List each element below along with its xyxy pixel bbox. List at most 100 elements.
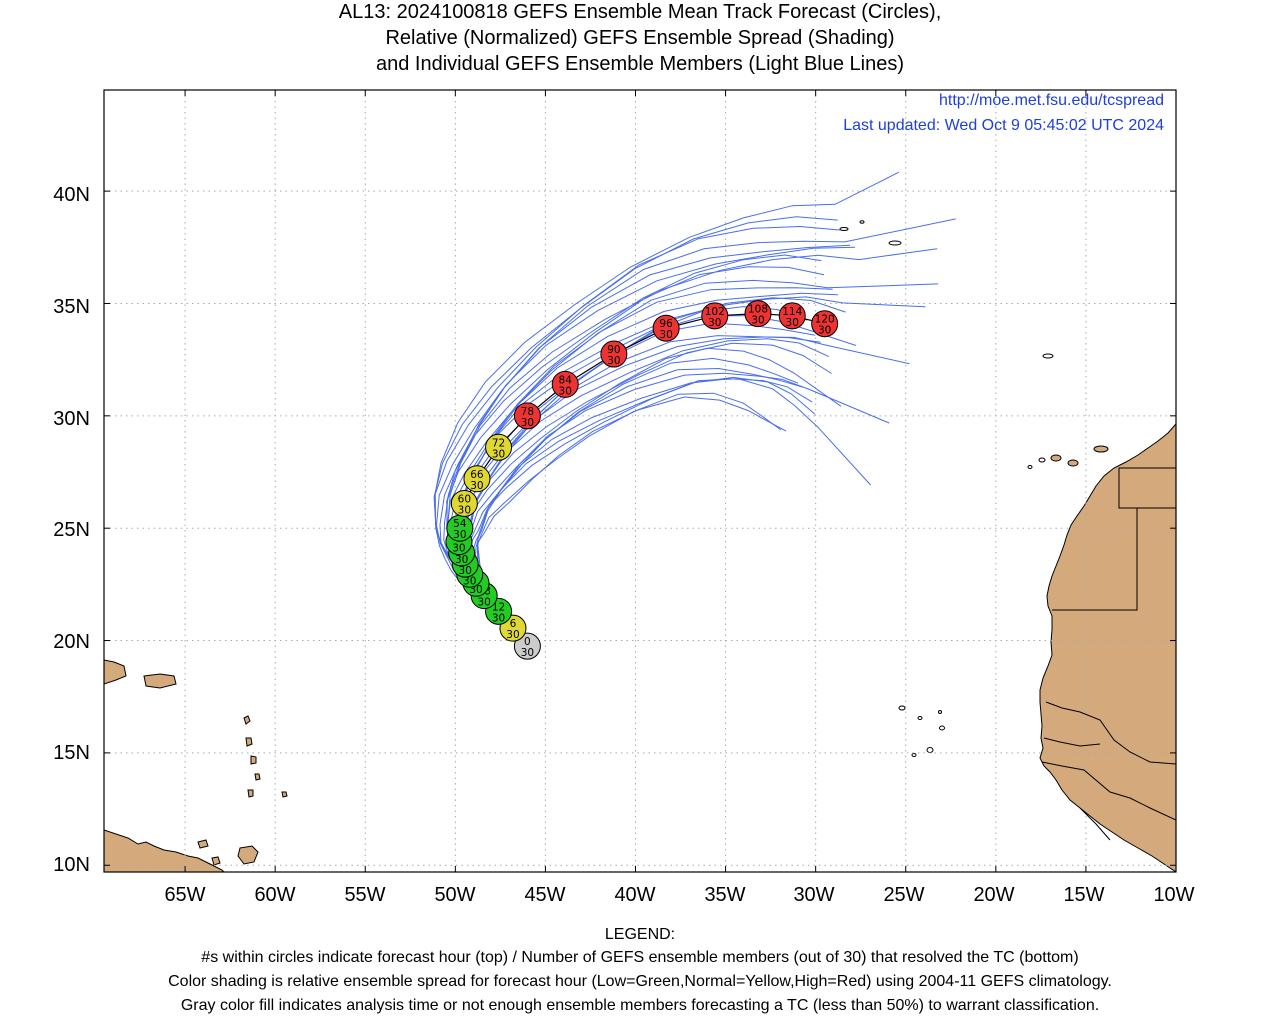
track-circle bbox=[701, 302, 729, 330]
ensemble-member-track bbox=[468, 347, 842, 646]
land-hispaniola bbox=[104, 659, 127, 685]
track-circle bbox=[600, 340, 628, 368]
madeira-island bbox=[1042, 353, 1054, 359]
mean-track-circles: 0306301230183024303030363042304830543060… bbox=[445, 300, 839, 660]
land-island-7 bbox=[281, 791, 288, 798]
cape-verde-4 bbox=[926, 747, 934, 753]
track-circle bbox=[744, 300, 772, 328]
member-count-label: 30 bbox=[458, 504, 471, 516]
forecast-hour-label: 84 bbox=[559, 374, 573, 386]
lon-label-60w: 60W bbox=[254, 884, 296, 906]
member-count-label: 30 bbox=[659, 329, 672, 341]
azores-island-3 bbox=[859, 220, 865, 224]
grid-lines bbox=[104, 90, 1176, 872]
member-count-label: 30 bbox=[521, 417, 534, 429]
land-island-8 bbox=[197, 839, 209, 849]
canary-island-3 bbox=[1038, 457, 1046, 463]
source-link[interactable]: http://moe.met.fsu.edu/tcspread bbox=[938, 92, 1164, 109]
lon-label-30w: 30W bbox=[793, 884, 835, 906]
cape-verde-1 bbox=[898, 705, 906, 711]
forecast-hour-label: 108 bbox=[748, 304, 768, 316]
lon-label-15w: 15W bbox=[1063, 884, 1105, 906]
ensemble-member-track bbox=[468, 342, 832, 646]
ensemble-member-track bbox=[466, 338, 830, 646]
track-circle bbox=[513, 632, 541, 660]
member-count-label: 30 bbox=[818, 325, 831, 337]
legend-line-1: #s within circles indicate forecast hour… bbox=[201, 949, 1079, 966]
cape-verde-2 bbox=[917, 716, 923, 720]
ensemble-member-track bbox=[451, 292, 838, 648]
forecast-hour-label: 114 bbox=[782, 306, 802, 318]
map-title-line-2: Relative (Normalized) GEFS Ensemble Spre… bbox=[385, 27, 895, 49]
land-island-4 bbox=[254, 773, 261, 781]
land-island-6 bbox=[211, 856, 221, 866]
ensemble-member-track bbox=[449, 287, 833, 648]
lon-label-35w: 35W bbox=[704, 884, 746, 906]
member-count-label: 30 bbox=[708, 317, 721, 329]
member-count-label: 30 bbox=[470, 480, 483, 492]
border-gambia bbox=[1043, 737, 1101, 747]
track-circle bbox=[450, 489, 478, 517]
lat-label-35n: 35N bbox=[53, 296, 90, 318]
member-count-label: 30 bbox=[452, 543, 465, 555]
track-circle bbox=[778, 302, 806, 330]
ensemble-mean-track-line bbox=[458, 312, 825, 647]
track-circle bbox=[485, 433, 513, 461]
member-count-label: 30 bbox=[455, 554, 468, 566]
ensemble-member-track bbox=[446, 279, 939, 648]
border-senegal-mali bbox=[1045, 701, 1176, 765]
land-island-5 bbox=[247, 789, 254, 798]
forecast-hour-label: 72 bbox=[492, 437, 505, 449]
canary-island-4 bbox=[1027, 465, 1033, 469]
track-circle bbox=[463, 465, 491, 493]
ensemble-member-track bbox=[435, 218, 956, 649]
member-count-label: 30 bbox=[492, 448, 505, 460]
canary-island-1 bbox=[1050, 454, 1062, 462]
border-sierra-leone bbox=[1079, 807, 1111, 841]
last-updated-text: Last updated: Wed Oct 9 05:45:02 UTC 202… bbox=[843, 117, 1164, 134]
azores-island-2 bbox=[888, 240, 902, 246]
lon-label-20w: 20W bbox=[973, 884, 1015, 906]
forecast-hour-label: 96 bbox=[659, 318, 673, 330]
track-circle bbox=[513, 402, 541, 430]
track-circle bbox=[652, 314, 680, 342]
forecast-hour-label: 90 bbox=[607, 344, 620, 356]
map-title-line-3: and Individual GEFS Ensemble Members (Li… bbox=[375, 53, 905, 75]
lon-label-45w: 45W bbox=[524, 884, 566, 906]
member-count-label: 30 bbox=[506, 629, 519, 641]
member-count-label: 30 bbox=[607, 355, 620, 367]
lon-label-25w: 25W bbox=[883, 884, 925, 906]
ensemble-member-track bbox=[433, 171, 900, 650]
ensemble-member-track bbox=[476, 396, 787, 645]
cape-verde-5 bbox=[911, 753, 917, 757]
member-count-label: 30 bbox=[463, 575, 476, 587]
member-count-label: 30 bbox=[492, 612, 505, 624]
lon-label-65w: 65W bbox=[164, 884, 206, 906]
legend-line-2: Color shading is relative ensemble sprea… bbox=[168, 973, 1112, 990]
lat-label-20n: 20N bbox=[53, 631, 90, 653]
forecast-hour-label: 0 bbox=[524, 636, 531, 648]
forecast-hour-label: 102 bbox=[705, 306, 725, 318]
cape-verde-3 bbox=[939, 725, 945, 731]
member-count-label: 30 bbox=[521, 647, 534, 659]
land-island-1 bbox=[243, 715, 251, 725]
member-count-label: 30 bbox=[477, 597, 490, 609]
member-count-label: 30 bbox=[559, 385, 572, 397]
forecast-hour-label: 54 bbox=[453, 518, 467, 530]
land-trinidad bbox=[237, 845, 259, 865]
azores-island-1 bbox=[839, 227, 849, 231]
country-borders bbox=[1041, 467, 1176, 841]
forecast-hour-label: 60 bbox=[458, 493, 471, 505]
forecast-hour-label: 6 bbox=[510, 618, 517, 630]
